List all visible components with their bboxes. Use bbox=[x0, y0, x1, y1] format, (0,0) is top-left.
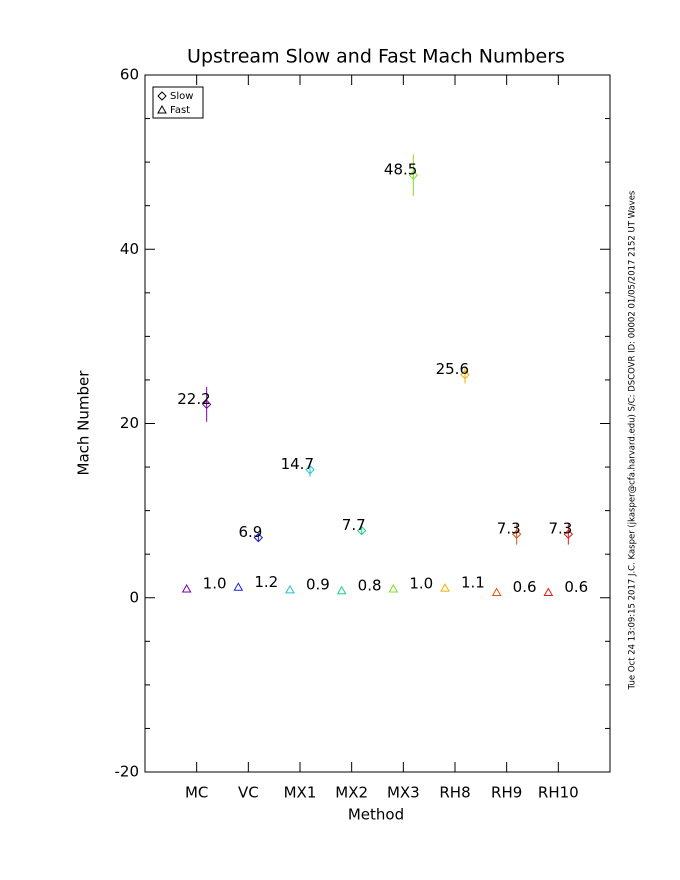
x-tick-label: MX3 bbox=[387, 784, 420, 802]
y-tick-label: 20 bbox=[120, 414, 139, 432]
annotation: Tue Oct 24 13:09:15 2017 J.C. Kasper (jk… bbox=[628, 190, 638, 690]
y-tick-label: 60 bbox=[120, 66, 139, 84]
triangle-marker bbox=[440, 583, 450, 592]
value-label: 7.7 bbox=[342, 516, 366, 534]
legend-box bbox=[152, 86, 204, 119]
triangle-marker bbox=[388, 584, 399, 593]
triangle-marker bbox=[181, 584, 192, 593]
value-label: 48.5 bbox=[384, 161, 417, 179]
x-tick-label: MC bbox=[185, 784, 208, 802]
diamond-marker bbox=[253, 532, 264, 543]
legend-label: Fast bbox=[170, 105, 190, 116]
value-label: 0.9 bbox=[306, 575, 330, 593]
value-label: 1.1 bbox=[461, 574, 485, 592]
diamond-marker bbox=[563, 529, 574, 539]
value-label: 0.6 bbox=[564, 578, 588, 596]
diamond-marker bbox=[356, 525, 367, 536]
value-label: 22.2 bbox=[177, 390, 210, 408]
value-label: 7.3 bbox=[497, 520, 521, 538]
diamond-marker bbox=[201, 399, 212, 410]
value-label: 1.0 bbox=[203, 575, 227, 593]
triangle-marker bbox=[491, 587, 502, 597]
value-label: 1.0 bbox=[409, 575, 433, 593]
x-tick-label: MX1 bbox=[284, 784, 317, 802]
value-label: 1.2 bbox=[254, 573, 278, 591]
x-tick-label: VC bbox=[238, 784, 259, 802]
chart-title: Upstream Slow and Fast Mach Numbers bbox=[187, 46, 565, 68]
diamond-marker bbox=[460, 370, 470, 380]
value-label: 0.6 bbox=[513, 578, 537, 596]
y-axis-label: Mach Number bbox=[75, 370, 93, 476]
y-tick-label: -20 bbox=[115, 763, 140, 781]
triangle-marker bbox=[285, 584, 295, 594]
x-tick-label: RH9 bbox=[491, 784, 522, 802]
diamond-marker bbox=[157, 91, 167, 101]
value-label: 7.3 bbox=[548, 520, 572, 538]
value-label: 14.7 bbox=[281, 455, 314, 473]
triangle-marker bbox=[233, 582, 244, 591]
x-tick-label: MX2 bbox=[335, 784, 368, 802]
x-tick-label: RH10 bbox=[538, 784, 579, 802]
diamond-marker bbox=[511, 529, 522, 539]
y-tick-label: 0 bbox=[129, 588, 139, 606]
triangle-marker bbox=[157, 104, 167, 114]
triangle-marker bbox=[336, 585, 347, 595]
value-label: 6.9 bbox=[238, 523, 262, 541]
value-label: 0.8 bbox=[358, 576, 382, 594]
plot-frame bbox=[144, 74, 611, 773]
triangle-marker bbox=[543, 587, 554, 597]
diamond-marker bbox=[305, 464, 315, 475]
x-tick-label: RH8 bbox=[439, 784, 470, 802]
value-label: 25.6 bbox=[436, 360, 469, 378]
legend-label: Slow bbox=[170, 91, 193, 102]
diamond-marker bbox=[408, 170, 419, 180]
y-tick-label: 40 bbox=[120, 240, 139, 258]
x-axis-label: Method bbox=[348, 806, 404, 824]
